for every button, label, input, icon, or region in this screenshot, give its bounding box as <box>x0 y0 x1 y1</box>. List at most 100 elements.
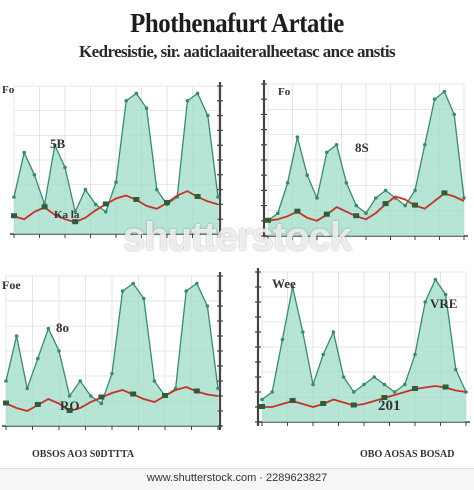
series-1-point <box>73 210 77 214</box>
figure-title: Phothenafurt Artatie <box>130 8 344 38</box>
chart-1-label-1: Fo <box>2 84 15 96</box>
caption-left: OBSOS AO3 S0DTTTA <box>32 449 135 460</box>
series-1-point <box>36 356 40 361</box>
series-1-point <box>344 181 349 185</box>
chart-1-label-3: Ka la <box>54 209 80 221</box>
series-1-point <box>195 281 199 286</box>
series-1-point <box>285 181 290 185</box>
chart-panel-1: Fo 5B Ka la <box>0 80 228 258</box>
series-1-point <box>185 99 190 103</box>
chart-1-plot <box>10 82 223 238</box>
chart-3-label-2: 8o <box>56 320 69 335</box>
series-1-point <box>374 196 378 200</box>
series-1-point <box>341 375 346 379</box>
series-1-point <box>352 390 356 394</box>
series-1-area <box>6 283 218 426</box>
series-1-point <box>205 304 210 308</box>
chart-panel-2: Fo 8S <box>240 78 474 260</box>
series-2-marker <box>265 217 271 223</box>
series-1-point <box>67 394 72 398</box>
series-2-marker <box>294 208 301 214</box>
series-2-marker <box>323 211 330 217</box>
series-1-point <box>331 330 336 334</box>
series-2-marker <box>66 408 73 413</box>
series-1-point <box>423 143 427 147</box>
series-1-point <box>12 195 16 199</box>
chart-panel-4: Wee VRE 201 <box>240 266 474 444</box>
series-2-marker <box>164 199 170 205</box>
series-1-point <box>432 97 437 101</box>
series-1-point <box>321 352 325 357</box>
series-1-point <box>334 143 339 147</box>
series-1-point <box>155 187 159 192</box>
series-1-point <box>270 390 274 394</box>
series-1-point <box>4 379 8 383</box>
chart-4-label-1: Wee <box>272 276 296 291</box>
series-1-point <box>276 211 280 215</box>
series-1-point <box>216 386 220 391</box>
series-1-point <box>454 367 458 372</box>
series-2-line <box>13 190 219 224</box>
series-2-marker <box>34 402 41 407</box>
series-1-point <box>104 210 108 214</box>
series-1-area <box>14 93 218 235</box>
series-2-marker <box>382 201 389 207</box>
series-2-line <box>5 386 219 412</box>
figure-subtitle: Kedresistie, sir. aaticlaaiteralheetasc … <box>79 42 396 61</box>
series-1-point <box>206 113 210 118</box>
series-2-marker <box>130 391 137 397</box>
series-1-point <box>423 300 427 304</box>
watermark: shutterstock <box>122 215 352 259</box>
series-1-point <box>305 173 309 177</box>
series-2-marker <box>441 190 448 196</box>
series-1-point <box>134 91 139 96</box>
series-1-point <box>142 296 146 301</box>
series-2-marker <box>412 202 418 208</box>
series-1-point <box>22 150 27 155</box>
series-1-point <box>295 135 300 139</box>
series-2-marker <box>193 388 200 394</box>
series-1-point <box>32 173 37 177</box>
chart-2-label-1: Fo <box>278 86 291 98</box>
series-2-marker <box>98 394 105 400</box>
series-1-point <box>354 203 358 208</box>
series-2-marker <box>350 402 357 408</box>
series-2-marker <box>381 395 388 400</box>
series-1-point <box>403 382 407 387</box>
series-1-point <box>383 188 388 193</box>
chart-4-label-2: VRE <box>430 296 458 311</box>
chart-3-label-3: RO <box>60 398 80 413</box>
chart-3-label-1: Foe <box>2 278 21 292</box>
chart-1-label-2: 5B <box>50 136 66 151</box>
footer-bar: www.shutterstock.com · 2289623827 <box>0 468 474 490</box>
series-2-marker <box>11 213 17 219</box>
chart-2-plot <box>261 80 468 240</box>
series-1-point <box>433 277 438 282</box>
series-2-marker <box>72 219 79 225</box>
series-1-point <box>216 195 220 199</box>
series-2-line <box>267 192 465 222</box>
series-1-point <box>280 337 285 342</box>
series-1-point <box>25 386 30 391</box>
series-1-point <box>452 112 456 117</box>
series-1-point <box>392 390 397 394</box>
series-1-point <box>260 397 264 402</box>
series-2-marker <box>442 384 449 390</box>
series-1-point <box>413 188 417 193</box>
series-1-point <box>120 289 125 293</box>
series-2-line <box>262 385 467 408</box>
chart-4-label-3: 201 <box>378 398 401 414</box>
series-2-marker <box>194 194 201 199</box>
series-1-point <box>53 143 57 147</box>
series-1-point <box>184 289 188 293</box>
chart-3-plot <box>2 272 223 430</box>
series-2-marker <box>133 197 140 202</box>
series-1-point <box>131 281 135 286</box>
chart-panel-3: Foe 8o RO <box>0 268 232 448</box>
series-1-point <box>301 330 305 334</box>
chart-2-label-2: 8S <box>355 140 369 155</box>
series-1-point <box>442 89 447 94</box>
series-1-point <box>364 211 368 215</box>
series-1-point <box>311 382 315 387</box>
series-2-marker <box>353 213 360 219</box>
